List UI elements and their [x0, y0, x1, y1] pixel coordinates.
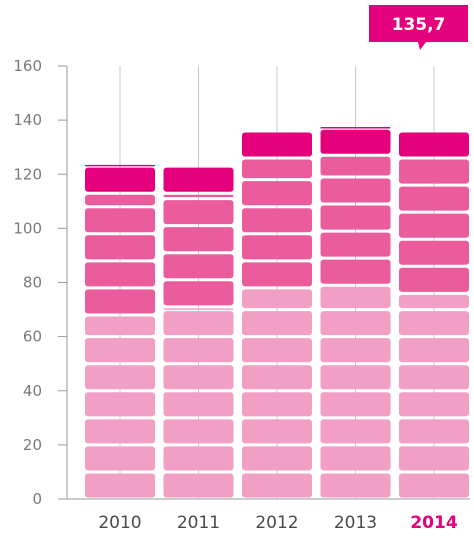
x-tick-label: 2011	[177, 513, 220, 533]
x-tick-label: 2010	[98, 513, 141, 533]
bar-segment	[163, 167, 234, 192]
bar-segment	[85, 338, 155, 363]
bar-segment	[399, 294, 469, 309]
y-tick-label: 40	[23, 382, 42, 400]
y-tick-label: 60	[23, 328, 42, 346]
y-tick-labels: 0 20 40 60 80 100 120 140 160	[13, 57, 42, 508]
bar-segment	[399, 311, 469, 336]
bar-segment	[242, 262, 312, 287]
bar-segment	[85, 235, 155, 260]
bar-segment	[85, 289, 155, 314]
bar-segment	[163, 473, 234, 498]
bar-segment	[320, 338, 391, 363]
bar-segment	[163, 365, 234, 390]
bar-segment	[242, 132, 312, 157]
bar-segment	[320, 205, 391, 230]
bar-segment	[163, 227, 234, 252]
bar-segment	[320, 127, 391, 129]
x-tick-label: 2012	[255, 513, 298, 533]
y-tick-label: 0	[32, 490, 42, 508]
bar-segment	[242, 289, 312, 309]
bar-segment	[242, 446, 312, 471]
bar-segment	[320, 311, 391, 336]
bar-segment	[85, 419, 155, 444]
y-tick-label: 100	[13, 219, 42, 237]
bar-segment	[320, 232, 391, 257]
bar-segment	[399, 365, 469, 390]
bar-segment	[320, 392, 391, 417]
bar-segment	[242, 159, 312, 179]
bar-segment	[163, 338, 234, 363]
bar-segment	[242, 338, 312, 363]
bar-segment	[85, 446, 155, 471]
bar-segment	[320, 259, 391, 284]
bar-segment	[163, 311, 234, 336]
bar-segment	[85, 167, 155, 192]
value-callout: 135,7	[369, 5, 468, 50]
bar-segment	[85, 473, 155, 498]
y-tick-label: 20	[23, 436, 42, 454]
bar-segment	[242, 365, 312, 390]
bar-segment	[163, 194, 234, 198]
x-tick-label: 2013	[334, 513, 377, 533]
bar-segment	[399, 159, 469, 184]
bar-segment	[320, 286, 391, 309]
callout-box	[369, 5, 468, 50]
bar-segment	[85, 365, 155, 390]
bar-segment	[399, 338, 469, 363]
bar-segment	[242, 473, 312, 498]
bar-segment	[320, 129, 391, 154]
bars	[85, 127, 469, 498]
bar-segment	[163, 200, 234, 225]
bar-segment	[399, 132, 469, 157]
bar-segment	[85, 164, 155, 167]
y-axis	[58, 65, 470, 500]
bar-segment	[163, 254, 234, 279]
bar-segment	[399, 267, 469, 292]
bar-segment	[399, 392, 469, 417]
y-tick-label: 160	[13, 57, 42, 75]
bar-segment	[242, 181, 312, 206]
bar-segment	[85, 194, 155, 206]
bar-segment	[399, 473, 469, 498]
bar-segment	[399, 213, 469, 238]
bar-segment	[320, 473, 391, 498]
x-tick-labels: 2010 2011 2012 2013 2014	[98, 513, 457, 533]
y-tick-label: 120	[13, 165, 42, 183]
bar-segment	[399, 446, 469, 471]
bar-segment	[85, 316, 155, 336]
y-tick-label: 80	[23, 274, 42, 292]
y-tick-label: 140	[13, 111, 42, 129]
bar-segment	[163, 281, 234, 306]
x-tick-label: 2014	[410, 513, 457, 533]
bar-segment	[399, 186, 469, 211]
callout-label: 135,7	[392, 15, 446, 35]
bar-segment	[163, 392, 234, 417]
bar-segment	[242, 208, 312, 233]
bar-segment	[320, 419, 391, 444]
bar-segment	[163, 419, 234, 444]
bar-segment	[242, 235, 312, 260]
bar-segment	[399, 240, 469, 265]
bar-segment	[163, 308, 234, 310]
bar-segment	[320, 365, 391, 390]
bar-segment	[320, 156, 391, 176]
bar-segment	[242, 419, 312, 444]
bar-segment	[163, 446, 234, 471]
bar-segment	[85, 392, 155, 417]
bar-segment	[242, 311, 312, 336]
bar-segment	[399, 419, 469, 444]
bar-segment	[85, 262, 155, 287]
bar-segment	[320, 446, 391, 471]
bar-segment	[85, 208, 155, 233]
bar-segment	[320, 178, 391, 203]
bar-segment	[242, 392, 312, 417]
